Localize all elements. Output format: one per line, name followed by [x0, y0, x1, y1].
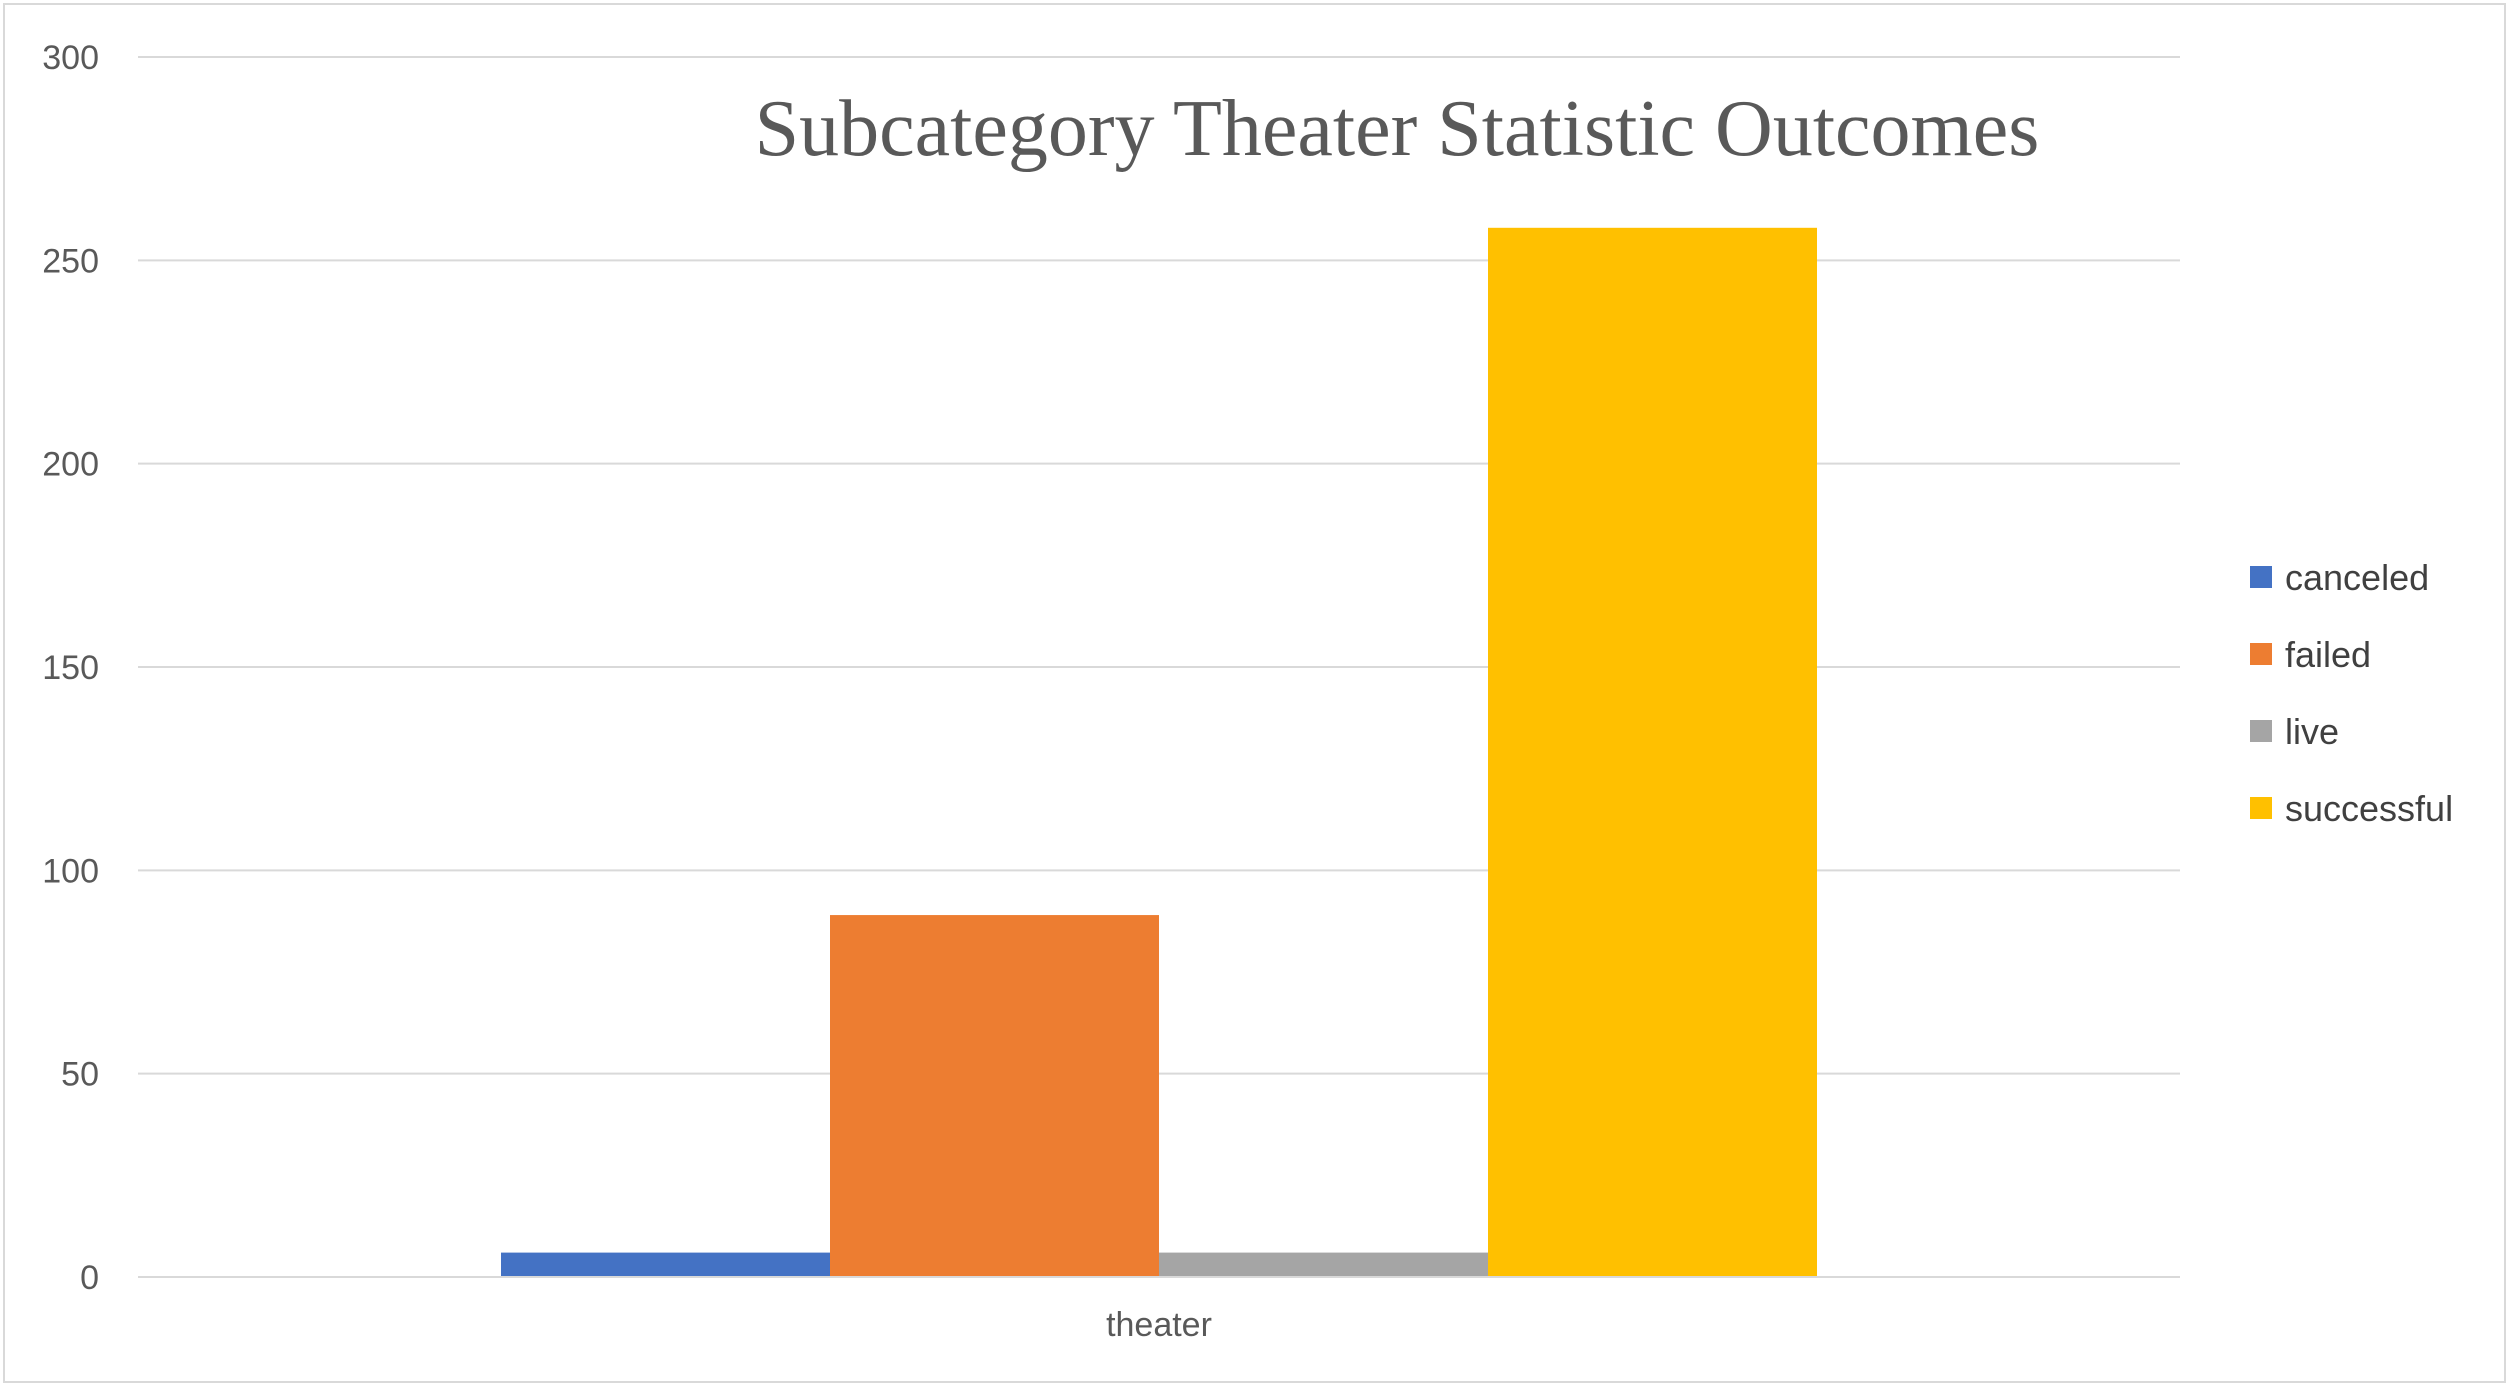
legend-swatch-failed	[2250, 643, 2272, 665]
y-tick-label: 250	[42, 242, 99, 280]
legend-label-canceled: canceled	[2285, 557, 2429, 598]
legend-label-live: live	[2285, 711, 2339, 752]
bar-chart: 0 50 100 150 200 250 300 theater Subcategory T…	[42, 39, 2453, 1344]
y-tick-label: 50	[61, 1056, 99, 1094]
y-axis-ticks: 0 50 100 150 200 250 300	[42, 39, 99, 1297]
legend-label-failed: failed	[2285, 634, 2371, 675]
x-axis-ticks: theater	[1106, 1306, 1212, 1344]
y-tick-label: 150	[42, 649, 99, 687]
chart-title: Subcategory Theater Statistic Outcomes	[755, 85, 2040, 173]
legend: canceled failed live successful	[2250, 557, 2453, 829]
legend-swatch-successful	[2250, 797, 2272, 819]
x-tick-label: theater	[1106, 1306, 1212, 1344]
bar-successful	[1488, 227, 1817, 1277]
y-tick-label: 300	[42, 39, 99, 77]
legend-label-successful: successful	[2285, 788, 2453, 829]
legend-swatch-live	[2250, 720, 2272, 742]
y-tick-label: 200	[42, 446, 99, 484]
bar-live	[1159, 1252, 1488, 1277]
gridlines	[138, 56, 2180, 1075]
bar-canceled	[501, 1252, 830, 1277]
bars	[501, 227, 1817, 1277]
legend-swatch-canceled	[2250, 566, 2272, 588]
y-tick-label: 0	[80, 1259, 99, 1297]
chart-frame: 0 50 100 150 200 250 300 theater Subcategory T…	[3, 3, 2506, 1383]
y-tick-label: 100	[42, 852, 99, 890]
bar-failed	[830, 915, 1159, 1277]
